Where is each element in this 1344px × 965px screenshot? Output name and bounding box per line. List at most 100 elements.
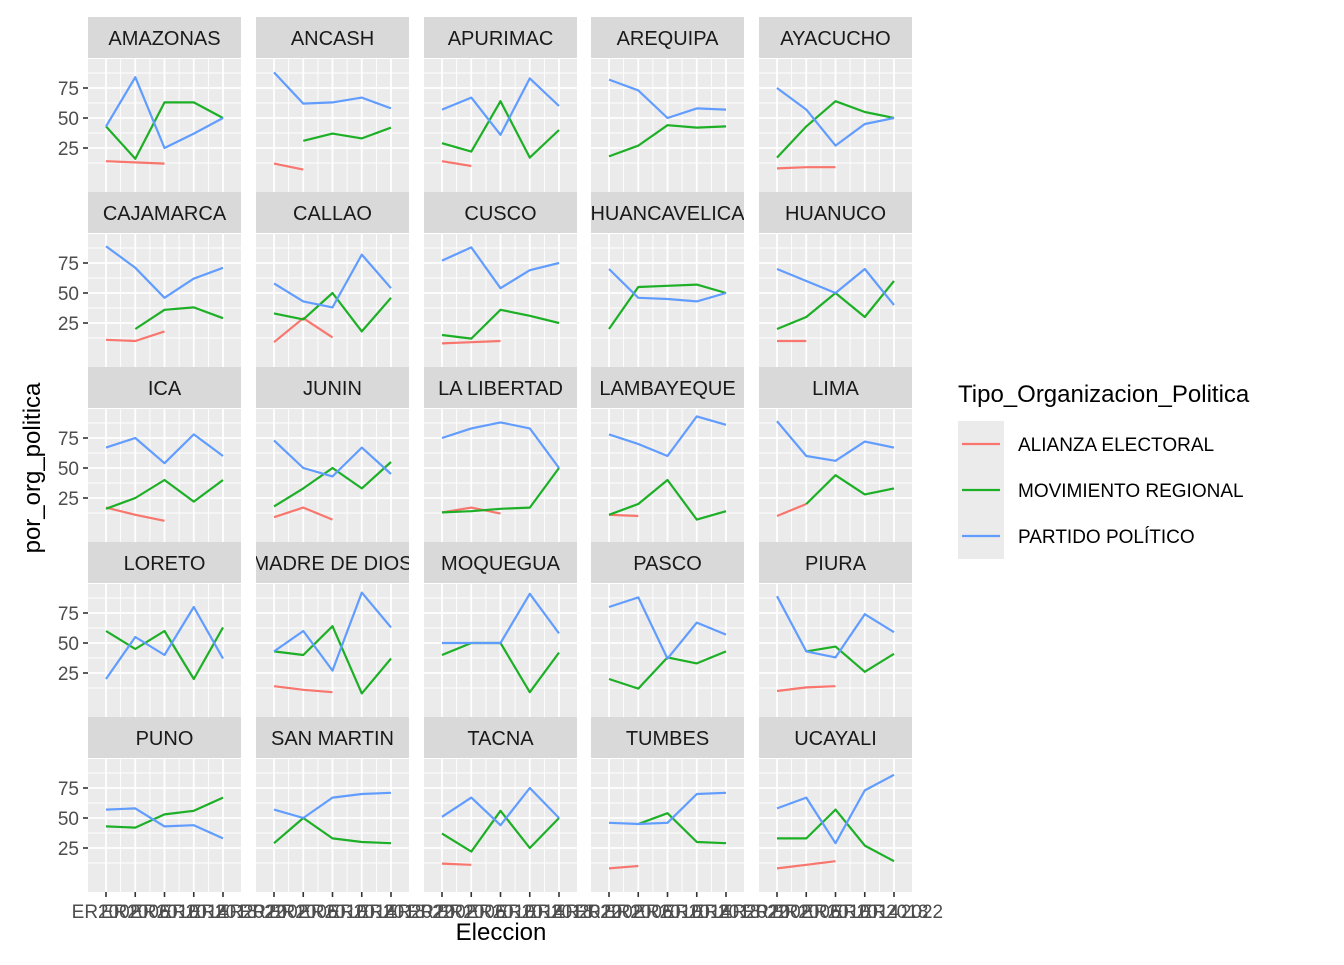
facet-strip [759,192,912,233]
facet-strip [88,192,241,233]
series-line-partido-pol-tico [105,245,224,299]
series-line-alianza-electoral [441,862,472,866]
series-line-movimiento-regional [777,808,895,863]
x-tick-label: ER2010 [130,902,199,923]
series-line-alianza-electoral [273,162,304,171]
series-line-movimiento-regional [273,461,392,508]
facet-strip [88,17,241,58]
series-line-partido-pol-tico [273,71,392,110]
facet-strip-label: TUMBES [626,728,709,750]
facet-strip-label: LAMBAYEQUE [599,378,735,400]
y-tick-label: 75 [58,429,79,450]
series-line-movimiento-regional [105,478,224,510]
y-tick-label: 75 [58,779,79,800]
series-line-partido-pol-tico [273,791,392,820]
x-tick-label: ER2022 [385,902,454,923]
x-tick-label: ER2006 [604,902,673,923]
x-tick-label: ER2002 [72,902,141,923]
facet-strip [591,192,744,233]
facet-strip [424,367,577,408]
facet-strip [591,367,744,408]
series-line-movimiento-regional [273,816,392,845]
facet-strip [591,717,744,758]
x-tick-label: ER2018 [525,902,594,923]
facet-strip [424,192,577,233]
facet-strip [424,542,577,583]
facet-strip [759,367,912,408]
facet-strip-label: PUNO [136,728,194,750]
series-line-movimiento-regional [805,474,895,505]
facet-strip [256,17,409,58]
facet-strip [88,717,241,758]
series-line-alianza-electoral [441,506,501,515]
facet-strip-label: APURIMAC [448,28,554,50]
legend-entry-label: MOVIMIENTO REGIONAL [1018,481,1244,502]
facet-strip [256,367,409,408]
x-tick-label: ER2002 [240,902,309,923]
facet-strip-label: ANCASH [291,28,374,50]
facet-strip [256,192,409,233]
series-line-alianza-electoral [105,330,165,343]
series-line-partido-pol-tico [442,592,560,645]
facet-strip-label: LORETO [124,553,206,575]
x-tick-label: ER2018 [189,902,258,923]
y-tick-label: 50 [58,634,79,655]
series-line-alianza-electoral [105,506,165,522]
x-tick-label: ER2010 [801,902,870,923]
x-tick-label: ER2022 [553,902,622,923]
series-line-partido-pol-tico [776,267,895,306]
y-tick-label: 75 [58,604,79,625]
facet-strip [759,717,912,758]
series-line-partido-pol-tico [776,420,895,462]
x-tick-label: ER2022 [217,902,286,923]
facet-strip-label: LA LIBERTAD [438,378,563,400]
facet-strip-label: LIMA [812,378,859,400]
x-tick-label: ER2010 [466,902,535,923]
facet-strip [759,542,912,583]
x-tick-label: ER2006 [437,902,506,923]
facet-strip [424,717,577,758]
series-line-partido-pol-tico [441,421,560,469]
series-line-partido-pol-tico [608,415,727,458]
series-line-movimiento-regional [105,101,224,160]
x-tick-label: ER2018 [357,902,426,923]
series-line-partido-pol-tico [105,807,224,840]
facet-strip-label: ICA [148,378,182,400]
facet-strip-label: HUANCAVELICA [590,203,745,225]
series-line-movimiento-regional [303,126,392,142]
series-line-partido-pol-tico [273,253,392,309]
series-line-movimiento-regional [441,467,560,514]
series-line-partido-pol-tico [105,605,224,680]
x-tick-label: ER2014 [830,902,899,923]
y-tick-label: 50 [58,459,79,480]
series-line-partido-pol-tico [608,268,727,303]
facet-strip [591,17,744,58]
y-tick-label: 25 [58,664,79,685]
series-line-movimiento-regional [105,796,224,829]
series-line-partido-pol-tico [608,596,727,660]
series-line-alianza-electoral [776,166,836,170]
legend-title: Tipo_Organizacion_Politica [958,381,1250,408]
x-tick-label: ER2002 [743,902,812,923]
series-line-partido-pol-tico [105,433,224,465]
x-tick-label: ER2014 [495,902,564,923]
series-line-movimiento-regional [608,478,727,521]
y-tick-label: 75 [58,254,79,275]
series-line-partido-pol-tico [776,595,895,659]
series-line-movimiento-regional [637,812,727,845]
series-line-partido-pol-tico [441,246,560,290]
facet-strip [256,717,409,758]
y-tick-label: 25 [58,839,79,860]
facet-strip [88,367,241,408]
x-tick-label: ER2014 [159,902,228,923]
series-line-alianza-electoral [776,685,836,693]
facet-strip-label: AMAZONAS [108,28,220,50]
series-line-partido-pol-tico [776,87,895,147]
x-tick-label: ER2014 [327,902,396,923]
series-line-movimiento-regional [441,100,560,159]
series-line-alianza-electoral [776,502,807,518]
facet-strip-label: AYACUCHO [780,28,890,50]
legend-entry-label: ALIANZA ELECTORAL [1018,435,1214,456]
series-line-alianza-electoral [776,860,836,870]
